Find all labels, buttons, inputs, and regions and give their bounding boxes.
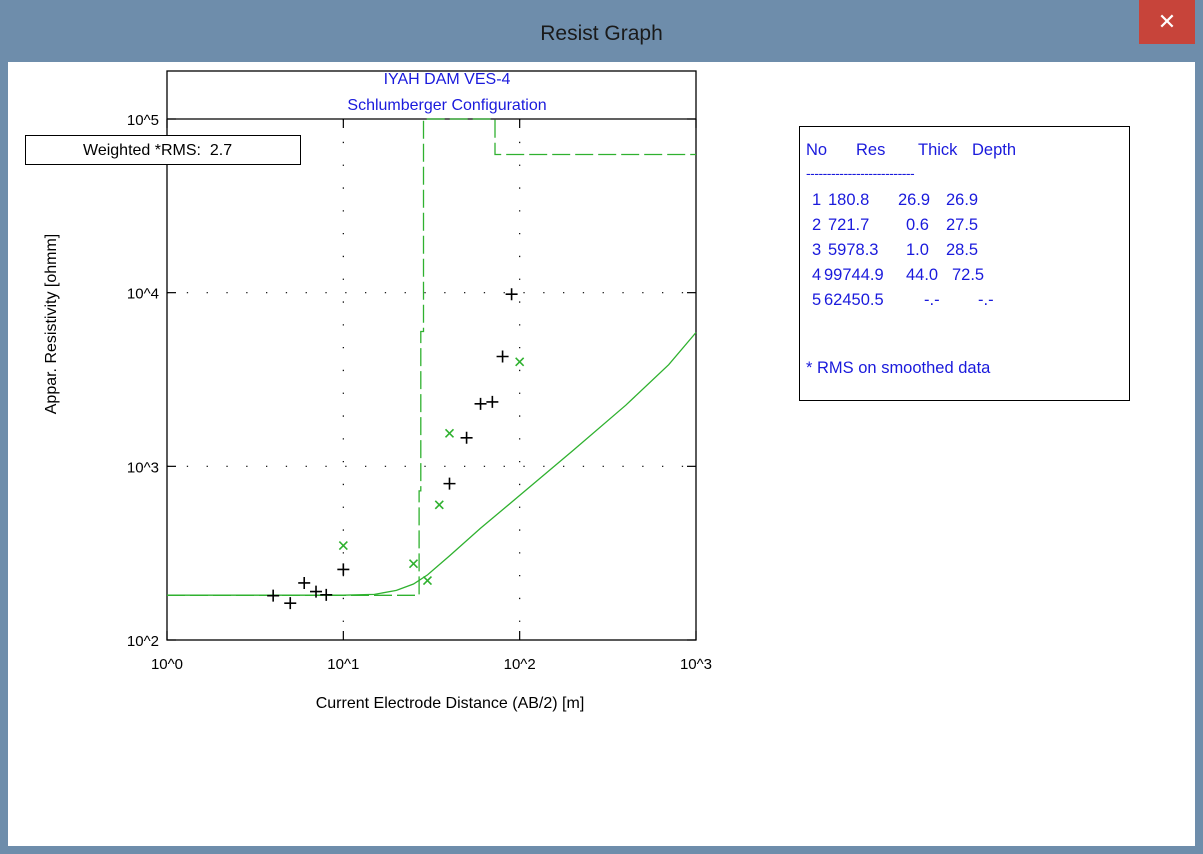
y-axis-label: Appar. Resistivity [ohmm]	[43, 234, 60, 415]
layer-thick: 26.9	[898, 191, 931, 209]
measured-point	[460, 431, 473, 444]
x-axis-label: Current Electrode Distance (AB/2) [m]	[316, 695, 585, 712]
x-tick-label: 10^3	[680, 656, 712, 673]
measured-point	[486, 395, 499, 408]
layer-depth: 72.5	[952, 266, 985, 284]
header-thick: Thick	[918, 141, 958, 159]
table-row: 2 721.7 0.6 27.5	[800, 216, 1120, 238]
y-tick-label: 10^4	[127, 286, 159, 303]
layer-res: 5978.3	[828, 241, 879, 259]
x-tick-label: 10^2	[504, 656, 536, 673]
layer-no: 4	[812, 266, 822, 284]
layer-depth: 27.5	[946, 216, 979, 234]
layer-thick: 1.0	[906, 241, 929, 259]
weighted-rms-label: Weighted *RMS: 2.7	[83, 142, 233, 159]
measured-point	[310, 585, 323, 598]
table-row: 4 99744.9 44.0 72.5	[800, 266, 1120, 288]
graph-client-area: 10^0 10^1 10^2 10^3 10^2 10^3 10^4 10^5 IYAH DA…	[8, 62, 1195, 846]
smoothed-point	[444, 428, 455, 438]
layer-depth: 26.9	[946, 191, 979, 209]
table-row: 5 62450.5 -.- -.-	[800, 291, 1120, 313]
rms-box: Weighted *RMS: 2.7	[25, 135, 301, 165]
rms-note: * RMS on smoothed data	[806, 359, 991, 377]
smoothed-point	[408, 559, 419, 569]
measured-point	[320, 588, 333, 601]
layer-depth: -.-	[978, 291, 994, 309]
resistivity-chart: 10^0 10^1 10^2 10^3 10^2 10^3 10^4 10^5 IYAH DA…	[43, 70, 712, 712]
smoothed-point	[338, 540, 348, 551]
y-tick-label: 10^5	[127, 112, 159, 129]
table-row: 3 5978.3 1.0 28.5	[800, 241, 1120, 263]
layer-no: 3	[812, 241, 822, 259]
layer-thick: 0.6	[906, 216, 929, 234]
measured-point	[505, 288, 518, 301]
header-res: Res	[856, 141, 886, 159]
header-separator: --------------------------	[806, 165, 915, 181]
layer-res: 99744.9	[824, 266, 884, 284]
calculated-curve-line	[167, 332, 697, 596]
y-tick-label: 10^2	[127, 633, 159, 650]
chart-subtitle: Schlumberger Configuration	[347, 97, 546, 114]
layer-no: 1	[812, 191, 822, 209]
table-row: 1 180.8 26.9 26.9	[800, 191, 1120, 213]
x-tick-label: 10^0	[151, 656, 183, 673]
layer-no: 5	[812, 291, 822, 309]
title-bar[interactable]: Resist Graph ✕	[0, 0, 1203, 62]
measured-point	[474, 397, 487, 410]
layer-model-line	[167, 118, 696, 596]
smoothed-point	[434, 500, 444, 510]
measured-point	[443, 477, 456, 490]
plot-area-frame	[166, 70, 697, 641]
header-no: No	[806, 141, 828, 159]
smoothed-point	[515, 357, 525, 367]
layer-thick: -.-	[924, 291, 940, 309]
layer-res: 180.8	[828, 191, 870, 209]
measured-point	[284, 597, 297, 610]
chart-title: IYAH DAM VES-4	[384, 71, 511, 88]
layer-res: 721.7	[828, 216, 870, 234]
y-tick-label: 10^3	[127, 459, 159, 476]
layer-depth: 28.5	[946, 241, 979, 259]
smoothed-point	[422, 575, 433, 586]
window-title: Resist Graph	[540, 22, 663, 45]
measured-point	[496, 350, 509, 363]
x-tick-label: 10^1	[327, 656, 359, 673]
layer-model-table: No Res Thick Depth ---------------------…	[799, 126, 1130, 401]
layer-no: 2	[812, 216, 822, 234]
measured-point	[267, 589, 280, 602]
layer-res: 62450.5	[824, 291, 884, 309]
measured-point	[298, 576, 311, 589]
measured-point	[337, 563, 350, 576]
header-depth: Depth	[972, 141, 1017, 159]
layer-thick: 44.0	[906, 266, 939, 284]
close-button[interactable]: ✕	[1139, 0, 1195, 44]
